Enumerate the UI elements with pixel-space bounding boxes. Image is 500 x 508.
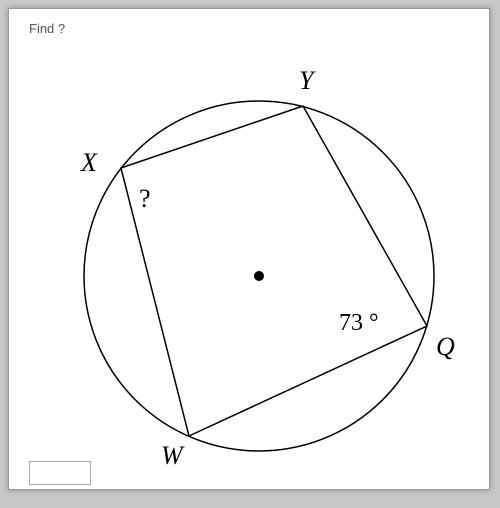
answer-input-box[interactable] bbox=[29, 461, 91, 485]
question-prompt: Find ? bbox=[9, 9, 489, 36]
diagram-svg bbox=[9, 36, 489, 466]
worksheet-panel: Find ? Y X W Q ? 73 ° bbox=[8, 8, 490, 490]
center-dot bbox=[254, 271, 264, 281]
vertex-label-w: W bbox=[161, 441, 183, 471]
vertex-label-q: Q bbox=[436, 332, 455, 362]
angle-unknown: ? bbox=[139, 184, 151, 214]
vertex-label-x: X bbox=[81, 148, 97, 178]
inscribed-quadrilateral bbox=[121, 106, 427, 436]
geometry-diagram: Y X W Q ? 73 ° bbox=[9, 36, 489, 466]
vertex-label-y: Y bbox=[299, 66, 313, 96]
angle-given: 73 ° bbox=[339, 310, 379, 337]
